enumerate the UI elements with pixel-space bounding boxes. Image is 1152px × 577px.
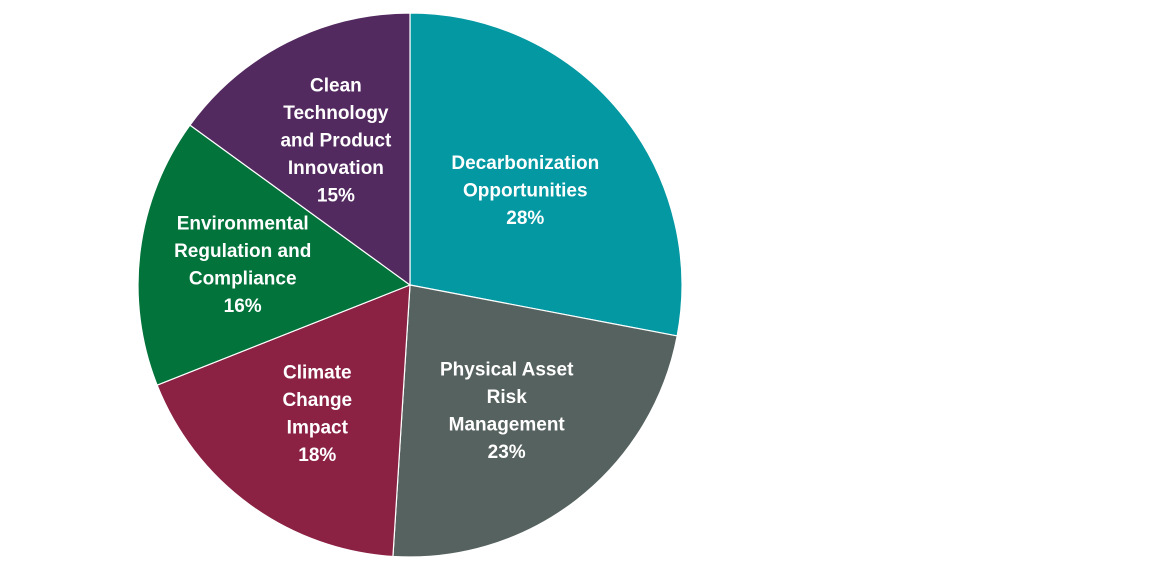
slice-name-line: Clean (310, 76, 362, 97)
slice-name-line: Environmental (177, 214, 309, 235)
slice-label-1: Decarbonization Opportunities 28% (451, 153, 599, 229)
slice-name-line: Physical Asset (440, 359, 574, 380)
slice-value-label: 28% (506, 208, 544, 229)
slice-name-line: Technology (283, 103, 389, 124)
slice-name-line: Regulation and (174, 241, 311, 262)
slice-name-line: and Product (280, 131, 392, 152)
slice-value-label: 16% (224, 296, 262, 317)
slice-label-5: Clean Technology and Product Innovation 15% (280, 76, 392, 207)
pie-slice-5 (189, 12, 411, 287)
pie-slices (137, 12, 683, 558)
slice-name-line: Opportunities (463, 181, 588, 202)
slice-name-line: Compliance (189, 269, 297, 290)
slice-name-line: Management (449, 414, 566, 435)
slice-name-line: Innovation (288, 158, 384, 179)
slice-name-line: Decarbonization (451, 153, 599, 174)
pie-slice-3 (156, 284, 411, 558)
pie-labels: Decarbonization Opportunities 28% Physical … (174, 76, 599, 466)
slice-label-3: Climate Change Impact 18% (282, 362, 352, 466)
slice-value-label: 18% (298, 445, 336, 466)
slice-name-line: Risk (487, 387, 528, 408)
slice-value-label: 23% (488, 442, 526, 463)
slice-label-4: Environmental Regulation and Compliance 16% (174, 214, 311, 318)
pie-slice-4 (137, 124, 412, 386)
slice-value-label: 15% (317, 186, 355, 207)
slice-name-line: Impact (287, 417, 349, 438)
pie-slice-2 (392, 284, 678, 558)
slice-name-line: Change (282, 390, 352, 411)
pie-slice-1 (409, 12, 683, 337)
slice-label-2: Physical Asset Risk Management 23% (440, 359, 574, 463)
slice-name-line: Climate (283, 362, 352, 383)
